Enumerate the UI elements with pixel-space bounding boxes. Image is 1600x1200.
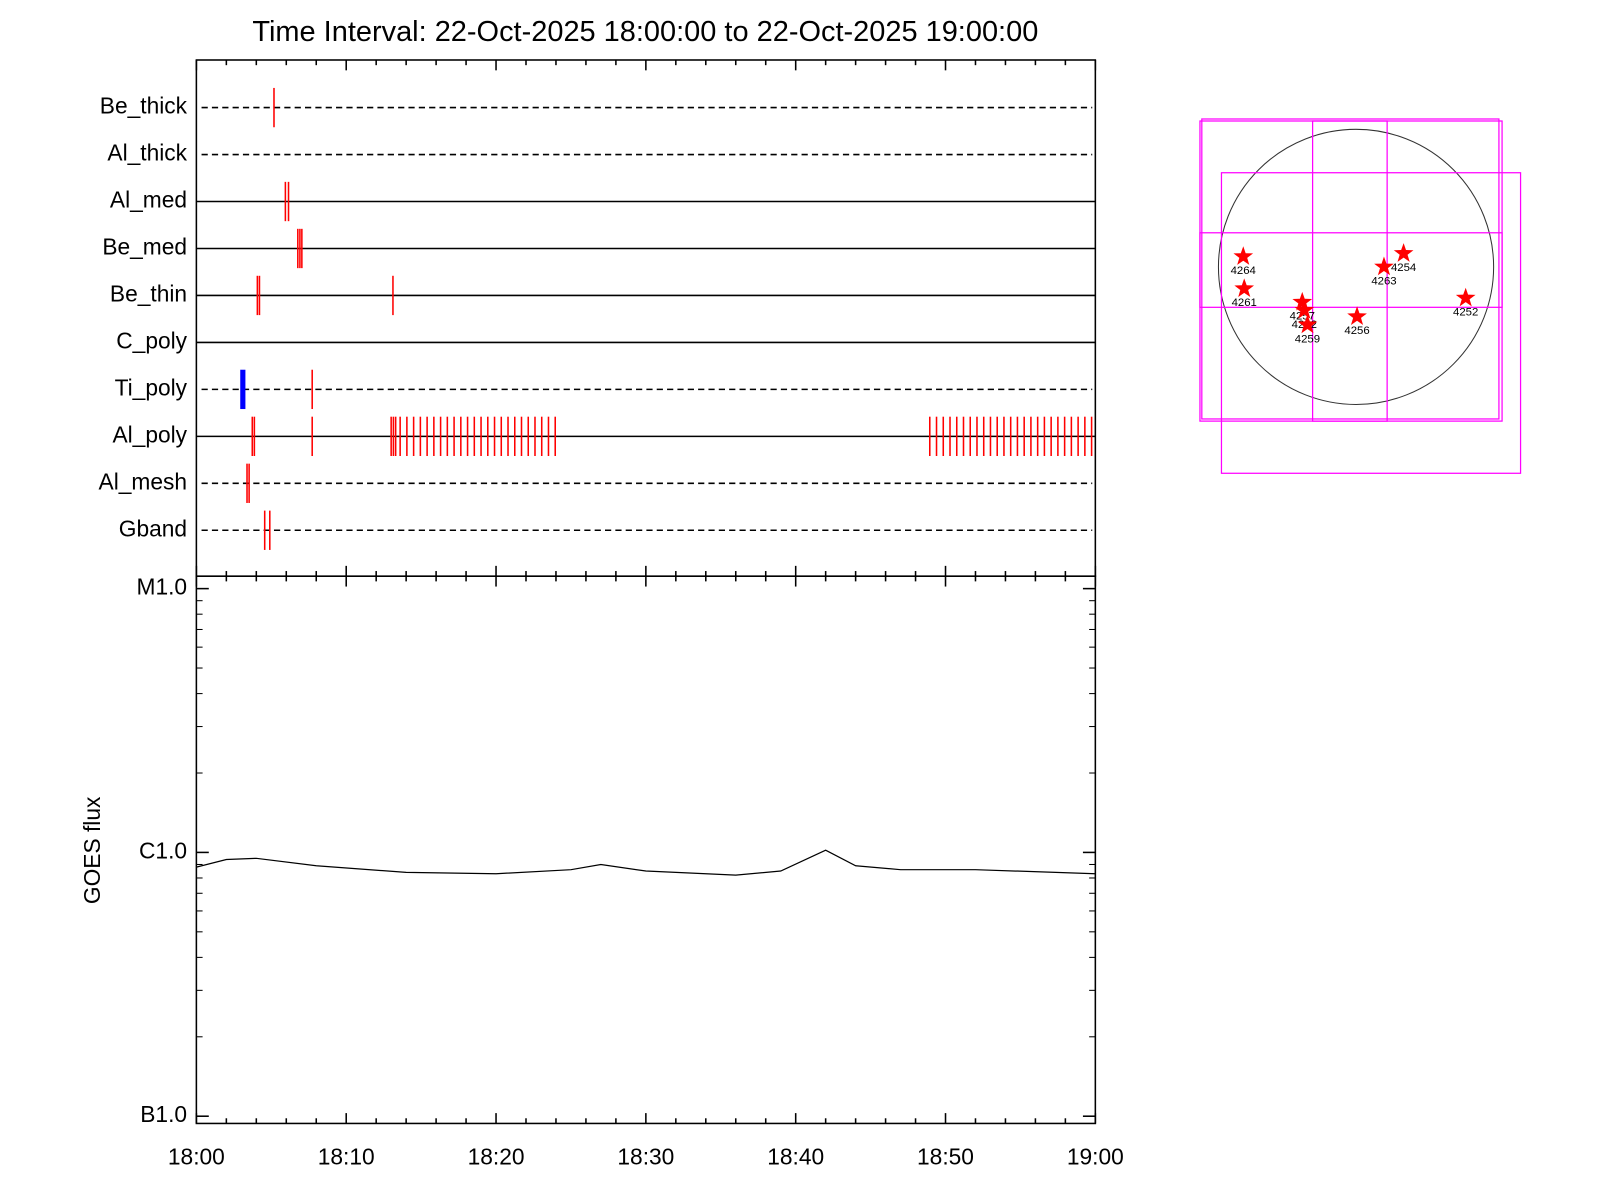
x-tick-label: 18:50 bbox=[917, 1144, 974, 1170]
x-tick-label: 18:30 bbox=[617, 1144, 674, 1170]
fov-box bbox=[1199, 232, 1503, 308]
x-tick-label: 18:10 bbox=[318, 1144, 375, 1170]
x-tick-label: 19:00 bbox=[1067, 1144, 1124, 1170]
region-label: 4264 bbox=[1231, 265, 1256, 277]
y-axis-title: GOES flux bbox=[79, 796, 105, 904]
region-label: 4259 bbox=[1295, 333, 1320, 345]
solar-disk bbox=[1217, 128, 1495, 406]
region-star bbox=[1393, 243, 1414, 262]
y-tick-label: M1.0 bbox=[136, 574, 187, 600]
row-label: Be_thin bbox=[110, 280, 187, 306]
goes-frame bbox=[195, 575, 1097, 1125]
region-star bbox=[1292, 291, 1313, 311]
row-label: Al_mesh bbox=[99, 468, 188, 494]
row-label: Al_med bbox=[110, 187, 187, 213]
region-star bbox=[1233, 246, 1254, 265]
chart-title: Time Interval: 22-Oct-2025 18:00:00 to 2… bbox=[252, 16, 1038, 48]
region-label: 4252 bbox=[1453, 306, 1478, 318]
region-star bbox=[1455, 287, 1476, 307]
region-star bbox=[1297, 314, 1318, 334]
y-tick-label: C1.0 bbox=[139, 837, 187, 863]
goes-line bbox=[196, 849, 1096, 876]
region-star bbox=[1347, 306, 1367, 326]
region-label: 4256 bbox=[1344, 325, 1369, 337]
region-label: 4261 bbox=[1232, 297, 1257, 309]
row-label: Al_poly bbox=[112, 421, 187, 447]
x-tick-label: 18:40 bbox=[767, 1144, 824, 1170]
region-label: 4254 bbox=[1391, 262, 1416, 274]
fov-box bbox=[1220, 172, 1522, 474]
row-label: Ti_poly bbox=[115, 374, 188, 400]
timeline-frame bbox=[195, 59, 1097, 577]
row-label: Gband bbox=[119, 515, 187, 541]
row-label: Be_thick bbox=[100, 93, 188, 119]
row-label: C_poly bbox=[116, 327, 187, 353]
fov-box bbox=[1201, 118, 1500, 420]
row-label: Al_thick bbox=[107, 140, 187, 166]
x-tick-label: 18:00 bbox=[168, 1144, 225, 1170]
region-star bbox=[1294, 300, 1315, 319]
region-star bbox=[1374, 256, 1394, 276]
region-label: 4263 bbox=[1371, 275, 1396, 287]
y-tick-label: B1.0 bbox=[140, 1101, 187, 1127]
x-tick-label: 18:20 bbox=[468, 1144, 525, 1170]
fov-box bbox=[1311, 120, 1388, 422]
region-star bbox=[1234, 278, 1255, 297]
row-label: Be_med bbox=[102, 233, 187, 259]
